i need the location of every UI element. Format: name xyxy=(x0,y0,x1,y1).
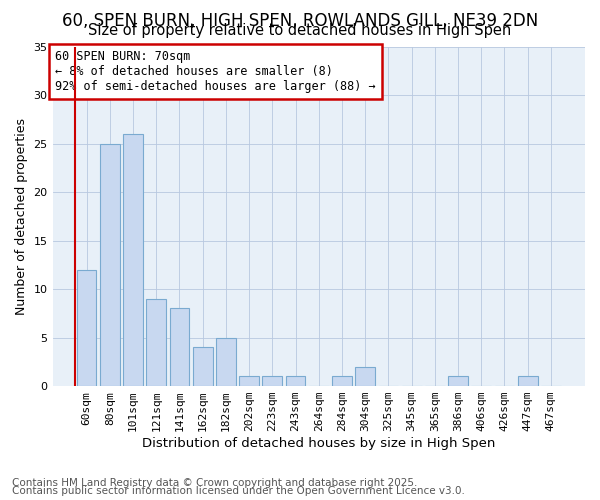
Text: Contains public sector information licensed under the Open Government Licence v3: Contains public sector information licen… xyxy=(12,486,465,496)
Bar xyxy=(448,376,468,386)
Text: 60, SPEN BURN, HIGH SPEN, ROWLANDS GILL, NE39 2DN: 60, SPEN BURN, HIGH SPEN, ROWLANDS GILL,… xyxy=(62,12,538,30)
Bar xyxy=(123,134,143,386)
Bar xyxy=(170,308,190,386)
Bar xyxy=(286,376,305,386)
Bar xyxy=(239,376,259,386)
Bar xyxy=(77,270,97,386)
Bar xyxy=(262,376,282,386)
Bar xyxy=(355,366,375,386)
Y-axis label: Number of detached properties: Number of detached properties xyxy=(15,118,28,315)
Bar xyxy=(518,376,538,386)
Bar xyxy=(100,144,119,386)
Text: Size of property relative to detached houses in High Spen: Size of property relative to detached ho… xyxy=(88,24,512,38)
Text: Contains HM Land Registry data © Crown copyright and database right 2025.: Contains HM Land Registry data © Crown c… xyxy=(12,478,418,488)
Text: 60 SPEN BURN: 70sqm
← 8% of detached houses are smaller (8)
92% of semi-detached: 60 SPEN BURN: 70sqm ← 8% of detached hou… xyxy=(55,50,376,93)
Bar xyxy=(146,299,166,386)
Bar xyxy=(332,376,352,386)
X-axis label: Distribution of detached houses by size in High Spen: Distribution of detached houses by size … xyxy=(142,437,496,450)
Bar xyxy=(193,348,212,386)
Bar xyxy=(216,338,236,386)
